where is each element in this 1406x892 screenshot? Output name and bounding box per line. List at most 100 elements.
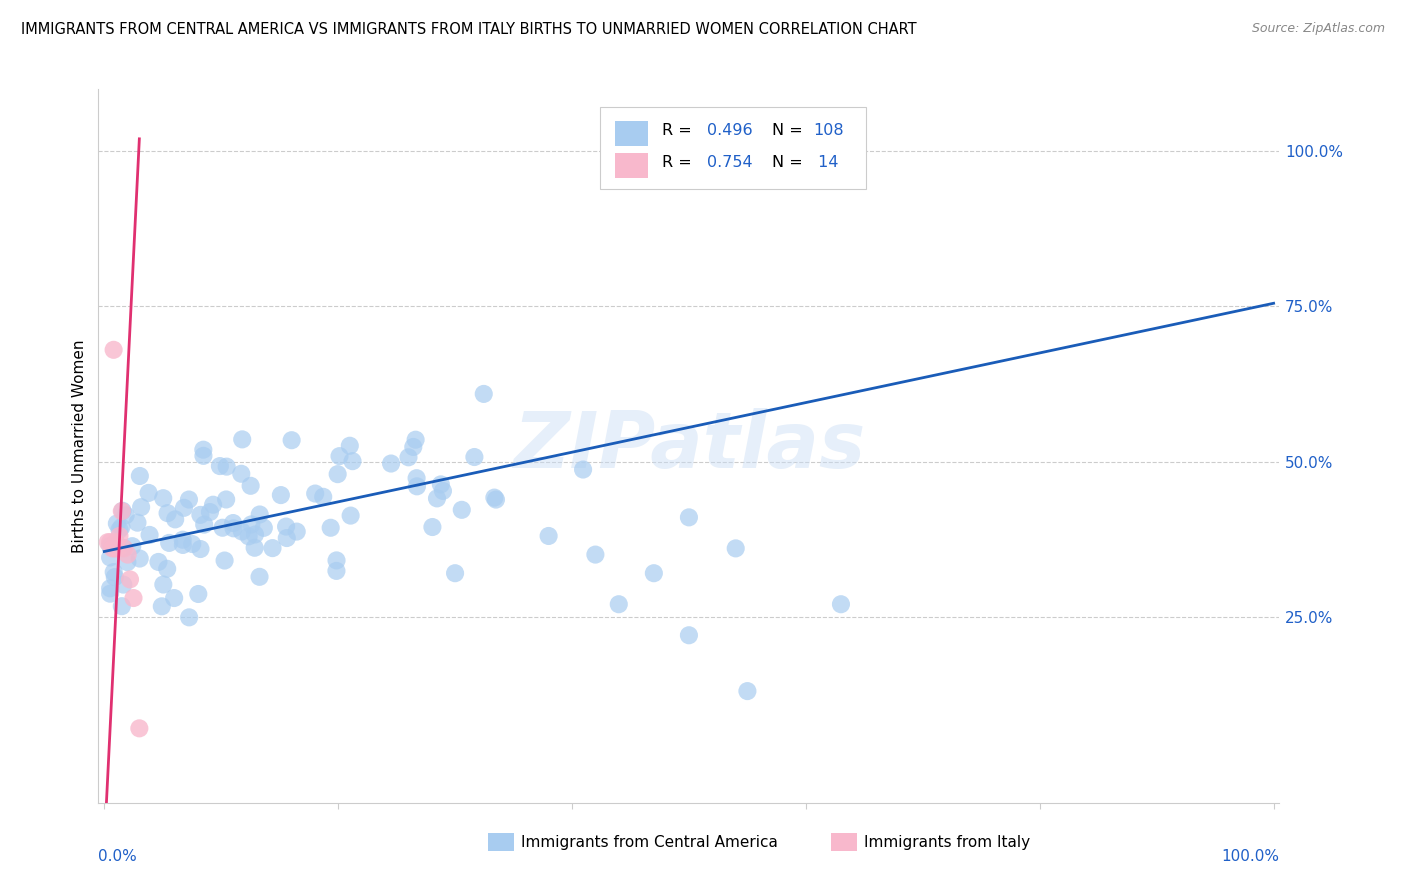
Text: N =: N = (772, 123, 807, 138)
Point (249, 508, 271, 522)
Point (430, 477, 453, 491)
Point (148, 555, 170, 569)
Point (111, 599, 134, 614)
Bar (614, 121, 648, 146)
Point (129, 500, 152, 515)
Point (406, 479, 429, 493)
Point (325, 553, 347, 567)
Text: 0.0%: 0.0% (98, 849, 138, 864)
Point (253, 521, 276, 535)
Point (402, 440, 425, 454)
Point (422, 520, 444, 534)
Point (339, 439, 361, 453)
Point (190, 508, 212, 522)
Point (157, 536, 180, 550)
Text: 0.496: 0.496 (707, 123, 752, 138)
Text: 100.0%: 100.0% (1222, 849, 1279, 864)
Point (484, 491, 506, 505)
Point (243, 527, 266, 541)
Point (152, 577, 174, 591)
Point (127, 516, 149, 530)
Point (239, 479, 262, 493)
Point (405, 471, 427, 485)
Point (304, 486, 326, 500)
Point (583, 548, 606, 562)
Point (202, 498, 225, 512)
Point (152, 491, 174, 506)
Bar (831, 833, 856, 851)
Point (249, 570, 271, 584)
Point (108, 523, 131, 537)
Point (270, 488, 292, 502)
Point (173, 500, 195, 515)
Point (111, 504, 134, 518)
Text: Source: ZipAtlas.com: Source: ZipAtlas.com (1251, 22, 1385, 36)
Point (215, 492, 238, 507)
Point (398, 450, 420, 465)
Point (118, 573, 141, 587)
Point (325, 564, 347, 578)
Point (179, 610, 201, 624)
Point (98, 582, 121, 596)
Point (104, 570, 127, 584)
Point (193, 517, 215, 532)
Text: Immigrants from Central America: Immigrants from Central America (522, 835, 778, 849)
Point (215, 459, 238, 474)
Point (98, 535, 121, 549)
Point (380, 457, 402, 471)
Point (319, 521, 342, 535)
Point (208, 459, 231, 474)
Point (830, 597, 852, 611)
Point (103, 343, 125, 357)
Point (112, 577, 135, 591)
Point (181, 537, 204, 551)
Point (444, 566, 467, 581)
Text: 0.754: 0.754 (707, 155, 752, 170)
Point (643, 566, 665, 581)
Text: 14: 14 (813, 155, 838, 170)
Point (105, 516, 128, 531)
Point (163, 591, 186, 605)
Point (463, 450, 485, 464)
Point (112, 541, 135, 556)
Point (104, 541, 127, 556)
Point (243, 541, 266, 555)
Point (231, 433, 253, 447)
Point (105, 541, 128, 556)
Point (112, 541, 135, 555)
Point (678, 628, 700, 642)
Point (165, 512, 187, 526)
Point (450, 503, 472, 517)
Point (328, 449, 350, 463)
FancyBboxPatch shape (600, 107, 866, 189)
Text: R =: R = (662, 123, 696, 138)
Point (537, 529, 560, 543)
Point (193, 449, 215, 463)
Point (214, 553, 236, 567)
Point (172, 538, 194, 552)
Point (485, 492, 508, 507)
Text: IMMIGRANTS FROM CENTRAL AMERICA VS IMMIGRANTS FROM ITALY BIRTHS TO UNMARRIED WOM: IMMIGRANTS FROM CENTRAL AMERICA VS IMMIG… (21, 22, 917, 37)
Point (156, 506, 179, 520)
Point (326, 467, 349, 482)
Point (724, 541, 747, 556)
Point (128, 722, 150, 736)
Bar (488, 833, 515, 851)
Text: N =: N = (772, 155, 807, 170)
Point (117, 555, 139, 569)
Point (98, 587, 121, 601)
Point (111, 504, 134, 518)
Point (737, 684, 759, 698)
Bar (614, 153, 648, 178)
Text: ZIPatlas: ZIPatlas (513, 408, 865, 484)
Point (342, 454, 364, 468)
Point (104, 535, 127, 549)
Point (238, 529, 260, 543)
Point (122, 591, 145, 605)
Point (177, 492, 200, 507)
Y-axis label: Births to Unmarried Women: Births to Unmarried Women (72, 339, 87, 553)
Point (678, 510, 700, 524)
Text: Immigrants from Italy: Immigrants from Italy (863, 835, 1029, 849)
Point (98, 539, 121, 553)
Point (128, 551, 150, 566)
